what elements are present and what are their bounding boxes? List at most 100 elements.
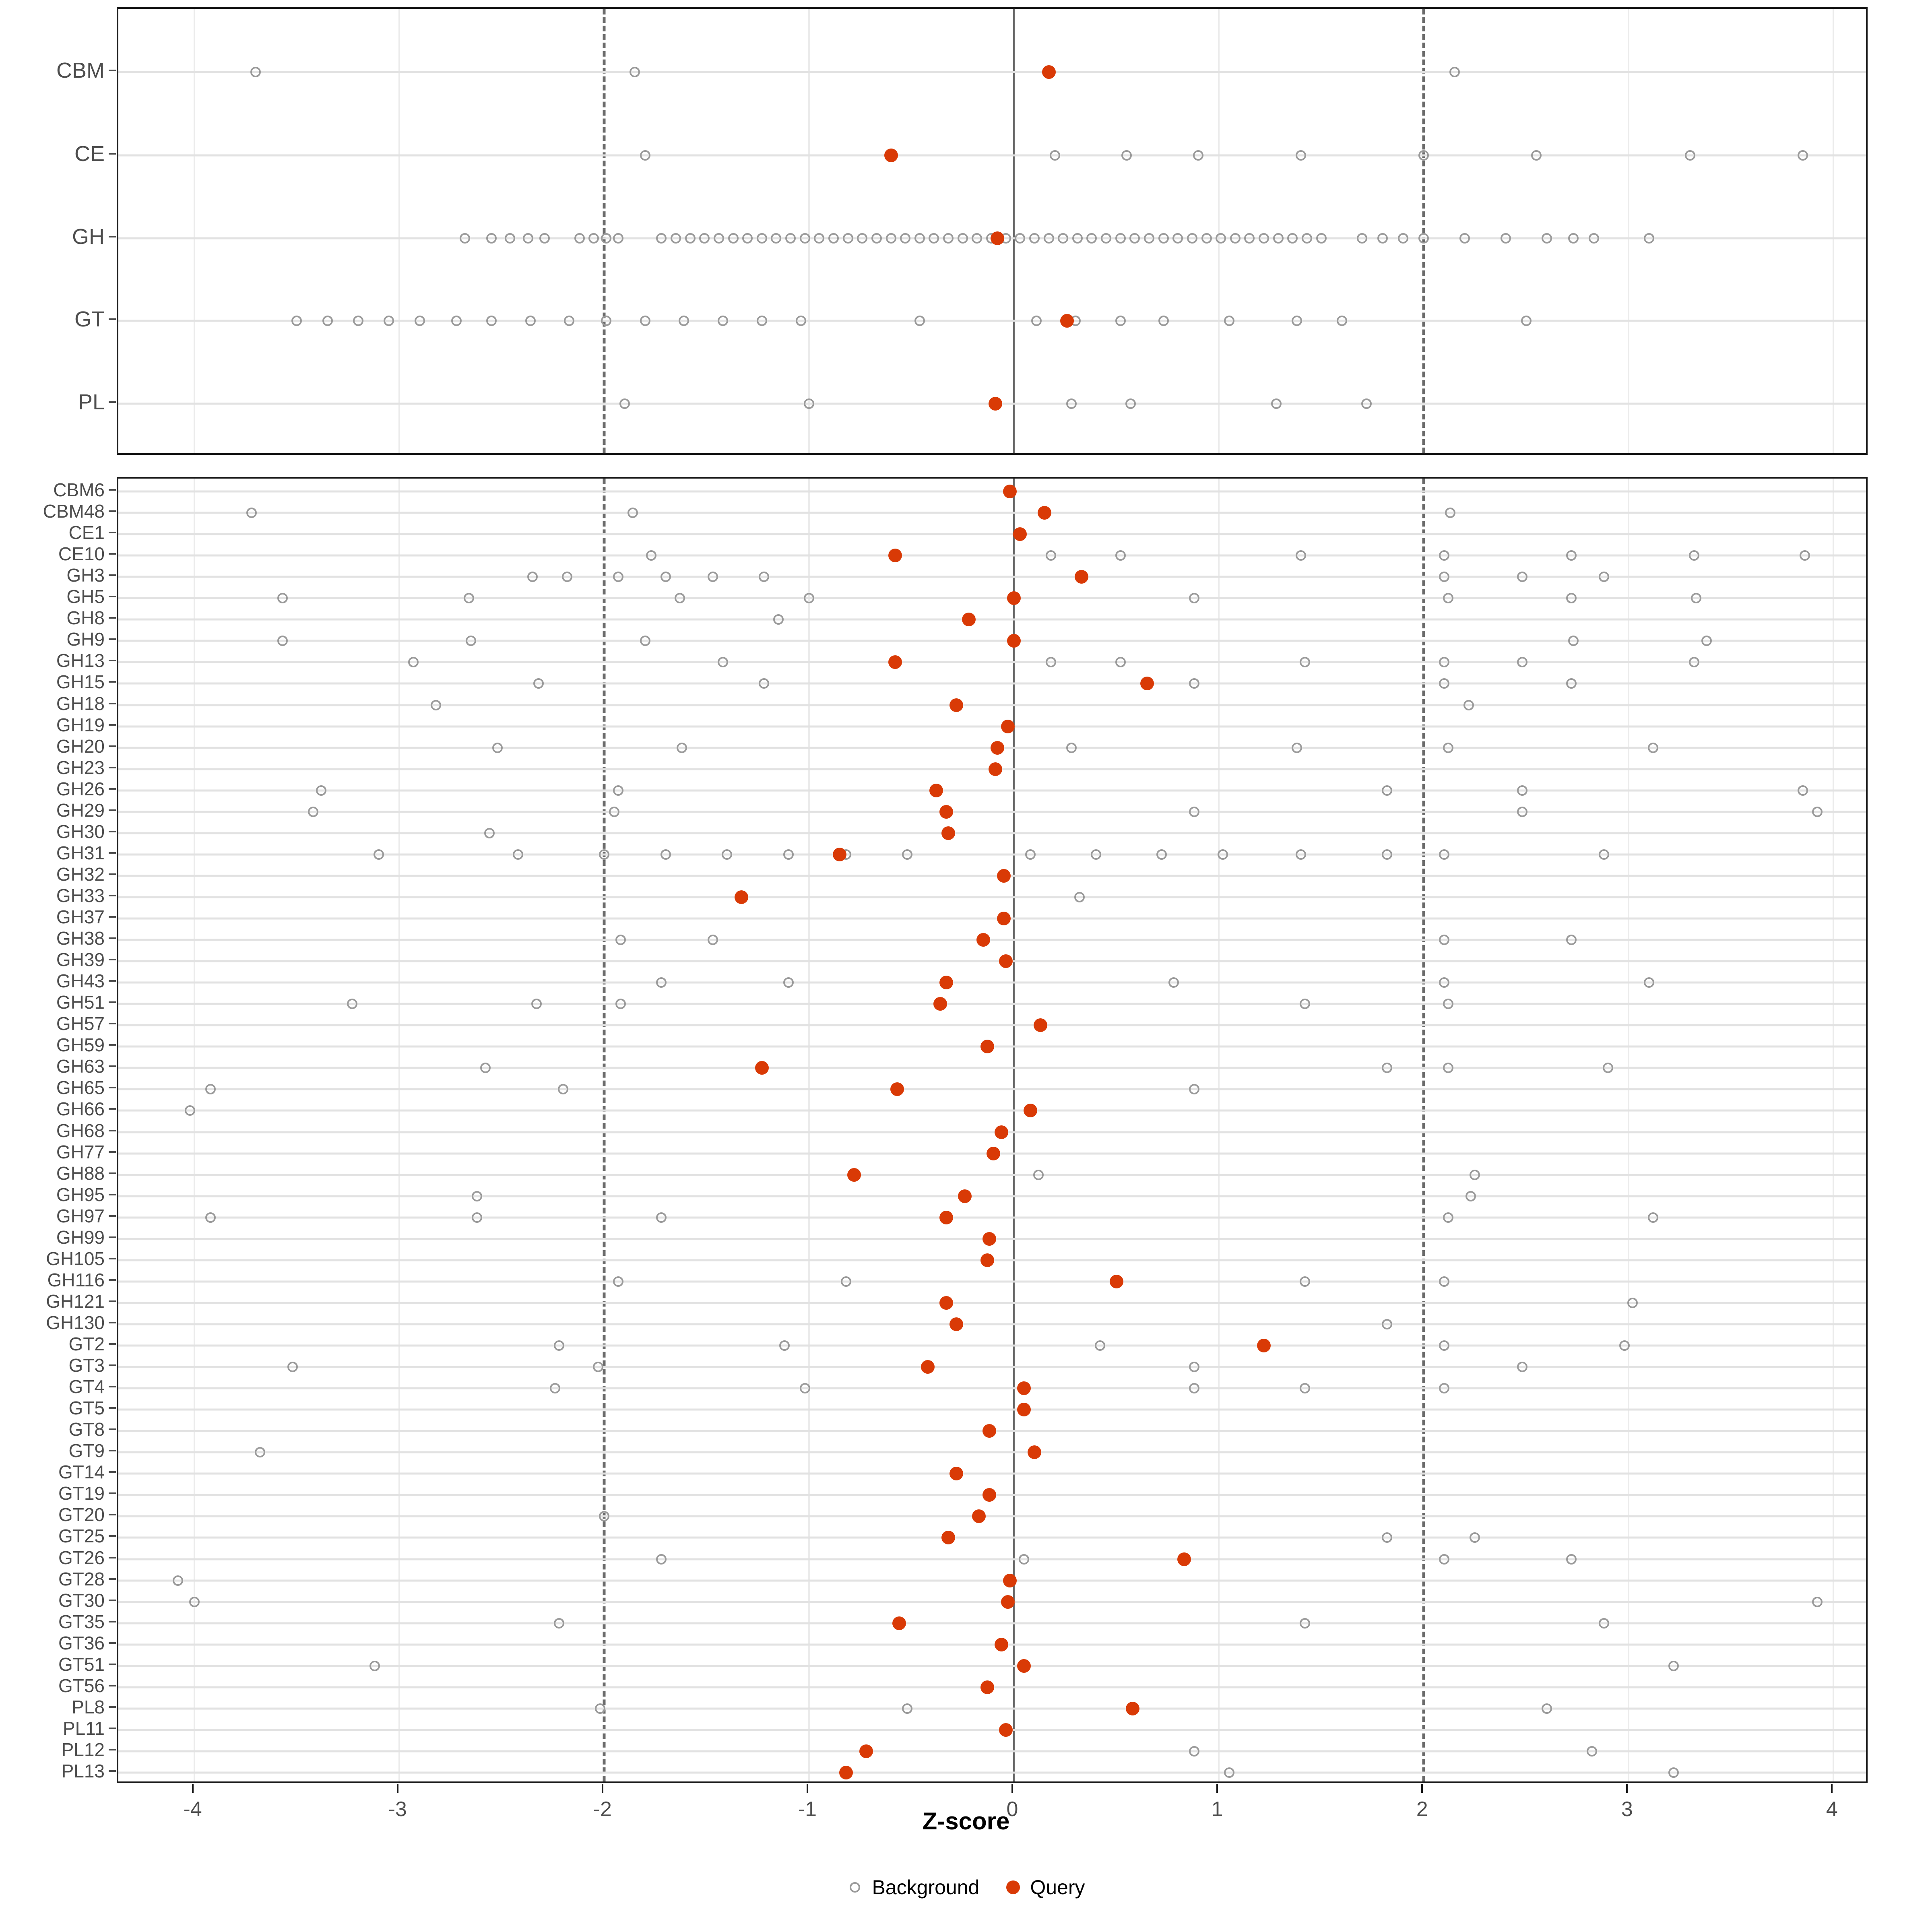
- background-point: [1377, 233, 1388, 244]
- background-point: [828, 233, 839, 244]
- background-point: [914, 233, 925, 244]
- y-axis-tick: [109, 1172, 116, 1174]
- background-point: [1015, 233, 1026, 244]
- y-axis-label-gh26: GH26: [56, 778, 105, 799]
- background-point: [718, 316, 729, 326]
- background-point: [656, 1554, 667, 1565]
- background-point: [185, 1105, 196, 1116]
- background-point: [373, 849, 384, 860]
- query-point: [997, 869, 1011, 883]
- background-point: [1189, 593, 1199, 604]
- background-point: [1500, 233, 1511, 244]
- query-point: [1003, 485, 1017, 498]
- background-point: [1541, 1703, 1552, 1714]
- background-point: [1158, 233, 1169, 244]
- reference-line-zero: [1013, 479, 1015, 1781]
- row-gridline: [118, 981, 1866, 984]
- background-point: [1566, 550, 1577, 561]
- background-point: [1599, 849, 1610, 860]
- background-point: [1299, 999, 1310, 1009]
- background-point: [553, 1340, 564, 1351]
- y-axis-label-cbm48: CBM48: [43, 501, 105, 522]
- background-point: [675, 593, 685, 604]
- background-point: [523, 233, 534, 244]
- x-axis-tick-label: -4: [183, 1798, 202, 1821]
- legend-item-query[interactable]: Query: [1005, 1876, 1085, 1899]
- row-gridline: [118, 1195, 1866, 1197]
- background-point: [484, 828, 495, 838]
- y-axis-tick: [109, 1044, 116, 1046]
- y-axis-tick: [109, 788, 116, 790]
- y-axis-tick: [109, 894, 116, 896]
- background-point: [1316, 233, 1327, 244]
- row-gridline: [118, 1750, 1866, 1752]
- query-point: [1257, 1339, 1271, 1352]
- background-point: [1439, 678, 1450, 689]
- gridline-x: [398, 9, 400, 453]
- query-point: [1017, 1403, 1031, 1417]
- row-gridline: [118, 1558, 1866, 1560]
- y-axis-label-pl: PL: [78, 390, 105, 414]
- background-point: [1627, 1297, 1638, 1308]
- query-point: [888, 549, 902, 563]
- y-axis-tick: [109, 236, 116, 237]
- background-point: [1603, 1063, 1614, 1073]
- background-point: [1019, 1554, 1030, 1565]
- x-axis-tick-label: -1: [798, 1798, 817, 1821]
- background-point: [814, 233, 825, 244]
- y-axis-tick: [109, 1748, 116, 1750]
- background-point: [1812, 806, 1823, 817]
- background-point: [679, 316, 689, 326]
- row-gridline: [118, 1771, 1866, 1774]
- row-gridline: [118, 490, 1866, 493]
- background-point: [1439, 550, 1450, 561]
- y-axis-tick: [109, 318, 116, 320]
- y-axis-tick: [109, 1428, 116, 1430]
- y-axis-label-gh99: GH99: [56, 1226, 105, 1248]
- background-point: [1218, 849, 1228, 860]
- background-point: [758, 572, 769, 582]
- background-point: [1691, 593, 1702, 604]
- query-point: [999, 954, 1013, 968]
- query-point: [1075, 570, 1088, 584]
- query-point: [987, 1146, 1001, 1160]
- row-gridline: [118, 71, 1866, 73]
- y-axis-tick: [109, 724, 116, 726]
- gridline-x: [1218, 9, 1220, 453]
- row-gridline: [118, 1387, 1866, 1389]
- y-axis-tick: [109, 401, 116, 403]
- background-point: [722, 849, 733, 860]
- background-point: [1187, 233, 1197, 244]
- background-point: [902, 1703, 913, 1714]
- reference-line-dashed: [603, 479, 606, 1781]
- background-point: [459, 233, 470, 244]
- background-point: [574, 233, 585, 244]
- background-point: [562, 572, 573, 582]
- background-point: [972, 233, 983, 244]
- background-point: [1168, 977, 1179, 988]
- y-axis-tick: [109, 1321, 116, 1323]
- query-point: [1017, 1659, 1031, 1673]
- query-point: [949, 698, 964, 712]
- y-axis-tick: [109, 745, 116, 747]
- background-point: [779, 1340, 790, 1351]
- y-axis-label-cbm6: CBM6: [53, 479, 105, 500]
- y-axis-tick: [109, 1193, 116, 1195]
- background-point: [465, 636, 476, 646]
- background-point: [1586, 1746, 1597, 1757]
- background-point: [1439, 1554, 1450, 1565]
- background-point: [601, 316, 611, 326]
- query-point: [980, 1253, 994, 1267]
- background-point: [594, 1703, 605, 1714]
- background-point: [1517, 572, 1527, 582]
- background-point: [1299, 1618, 1310, 1629]
- query-point: [939, 1296, 953, 1310]
- y-axis-label-gh77: GH77: [56, 1141, 105, 1162]
- background-point: [592, 1362, 603, 1373]
- legend-item-background[interactable]: Background: [847, 1876, 979, 1899]
- background-point: [1158, 316, 1169, 326]
- background-point: [1101, 233, 1112, 244]
- background-point: [1259, 233, 1269, 244]
- y-axis-tick: [109, 1065, 116, 1067]
- background-point: [886, 233, 896, 244]
